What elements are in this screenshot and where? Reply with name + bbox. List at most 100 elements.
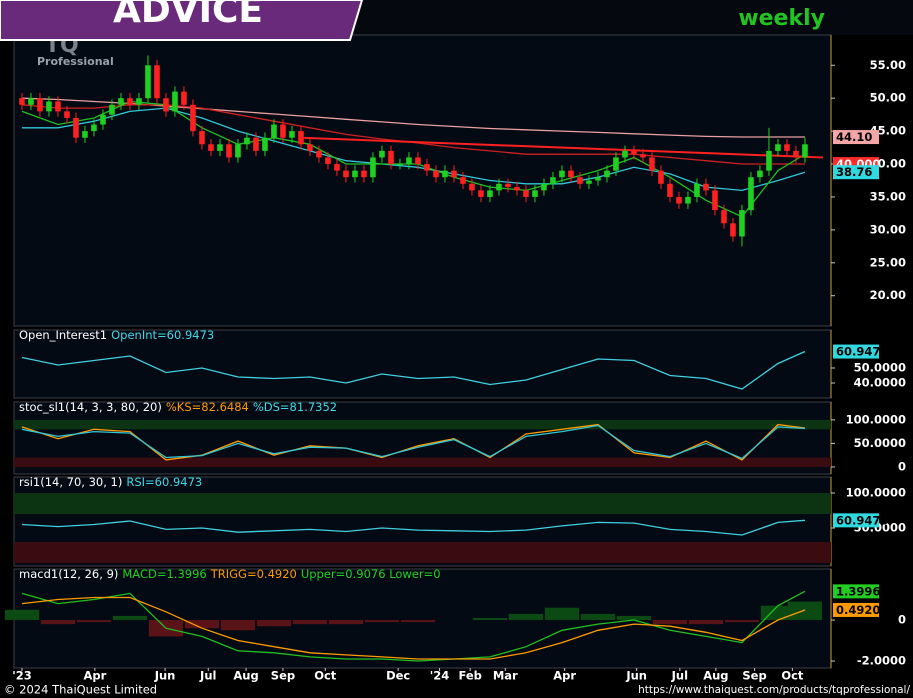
- x-tick-label: Apr: [83, 669, 106, 683]
- candle-body: [496, 183, 502, 191]
- trend-line: [300, 136, 823, 159]
- candle-body: [55, 101, 61, 112]
- candle-body: [424, 164, 430, 171]
- indicator-line: [21, 424, 806, 460]
- candle-body: [307, 144, 313, 151]
- candle-body: [442, 170, 448, 178]
- x-tick-label: '23: [12, 669, 32, 683]
- panel-title: Open_Interest1 OpenInt=60.9473: [19, 328, 214, 342]
- y-tick-label: 100.0000: [846, 412, 906, 426]
- x-tick-label: Feb: [458, 669, 481, 683]
- candle-body: [514, 187, 520, 191]
- candle-body: [190, 104, 196, 132]
- candle-body: [631, 150, 637, 155]
- candle-body: [505, 183, 511, 188]
- candle-body: [73, 117, 79, 138]
- indicator-line: [21, 596, 806, 660]
- value-marker: [833, 130, 879, 145]
- histogram-bar: [4, 609, 40, 621]
- candle-body: [757, 170, 763, 178]
- value-marker-label: 60.9473: [836, 345, 888, 359]
- candle-body: [379, 150, 385, 158]
- y-tick-label: 35.00: [870, 189, 906, 203]
- histogram-bar: [724, 620, 760, 623]
- indicator-line: [21, 350, 806, 390]
- panel-title-part: RSI=60.9473: [126, 475, 202, 489]
- candle-body: [478, 190, 484, 197]
- histogram-bar: [616, 615, 652, 621]
- candle-body: [622, 150, 628, 158]
- candle-body: [118, 98, 124, 105]
- candle-body: [802, 144, 808, 158]
- value-marker: [833, 584, 879, 599]
- candle-body: [244, 137, 250, 145]
- url: https://www.thaiquest.com/products/tqpro…: [638, 684, 910, 696]
- y-tick-label: 25.00: [870, 255, 906, 269]
- histogram-bar: [220, 620, 256, 631]
- candle-body: [658, 170, 664, 184]
- y-tick-label: 30.00: [870, 222, 906, 236]
- candle-body: [253, 137, 259, 151]
- x-tick-label: '24: [430, 669, 450, 683]
- histogram-bar: [364, 620, 400, 623]
- x-tick-label: Apr: [553, 669, 576, 683]
- panel-title: stoc_sl1(14, 3, 3, 80, 20) %KS=82.6484 %DS…: [19, 400, 337, 414]
- histogram-bar: [256, 620, 292, 627]
- timeframe: weekly: [738, 6, 825, 31]
- candle-body: [28, 98, 34, 105]
- candle-body: [451, 170, 457, 178]
- zone: [14, 457, 831, 467]
- candle-body: [361, 170, 367, 178]
- candle-body: [685, 196, 691, 204]
- histogram-bar: [508, 613, 544, 621]
- histogram-bar: [688, 620, 724, 625]
- candle-body: [172, 91, 178, 112]
- x-tick-label: Jul: [671, 669, 688, 683]
- candle-body: [640, 154, 646, 158]
- candle-body: [19, 98, 25, 105]
- candle-body: [649, 157, 655, 171]
- histogram-bar: [580, 613, 616, 621]
- candle-body: [739, 210, 745, 237]
- panel-title-part: stoc_sl1(14, 3, 3, 80, 20): [19, 400, 162, 414]
- panels: 20.0025.0030.0035.0040.0045.0050.0055.00…: [4, 34, 906, 683]
- candle-body: [541, 183, 547, 191]
- histogram-bar: [472, 617, 508, 621]
- candle-body: [289, 131, 295, 138]
- panel: [13, 34, 832, 327]
- value-marker: [833, 602, 879, 617]
- y-tick-label: 50.0000: [854, 360, 906, 374]
- x-tick-label: Mar: [493, 669, 518, 683]
- candle-body: [343, 170, 349, 178]
- candle-body: [136, 98, 142, 105]
- candle-body: [145, 65, 151, 99]
- candle-body: [586, 180, 592, 184]
- candle-body: [109, 104, 115, 115]
- histogram-bar: [328, 620, 364, 625]
- candle-body: [325, 157, 331, 165]
- candle-body: [577, 177, 583, 184]
- histogram-bar: [76, 620, 112, 623]
- candle-body: [433, 170, 439, 178]
- value-marker-label: 60.9473: [836, 513, 888, 527]
- candle-body: [748, 177, 754, 211]
- candle-body: [721, 210, 727, 224]
- y-tick-label: 40.0000: [854, 375, 906, 389]
- candle-body: [370, 157, 376, 178]
- candle-body: [100, 114, 106, 125]
- candle-body: [262, 137, 268, 151]
- value-marker-label: 1.3996: [836, 584, 880, 598]
- candle-body: [559, 170, 565, 178]
- candle-body: [469, 183, 475, 191]
- candle-body: [208, 144, 214, 151]
- zone: [14, 419, 831, 430]
- candle-body: [730, 223, 736, 237]
- y-tick-label: 20.00: [870, 288, 906, 302]
- value-marker-label: 38.76: [836, 165, 872, 179]
- panel-title-part: %KS=82.6484: [166, 400, 249, 414]
- candle-body: [334, 164, 340, 171]
- candle-body: [181, 91, 187, 105]
- candle-body: [595, 177, 601, 181]
- candle-body: [784, 144, 790, 151]
